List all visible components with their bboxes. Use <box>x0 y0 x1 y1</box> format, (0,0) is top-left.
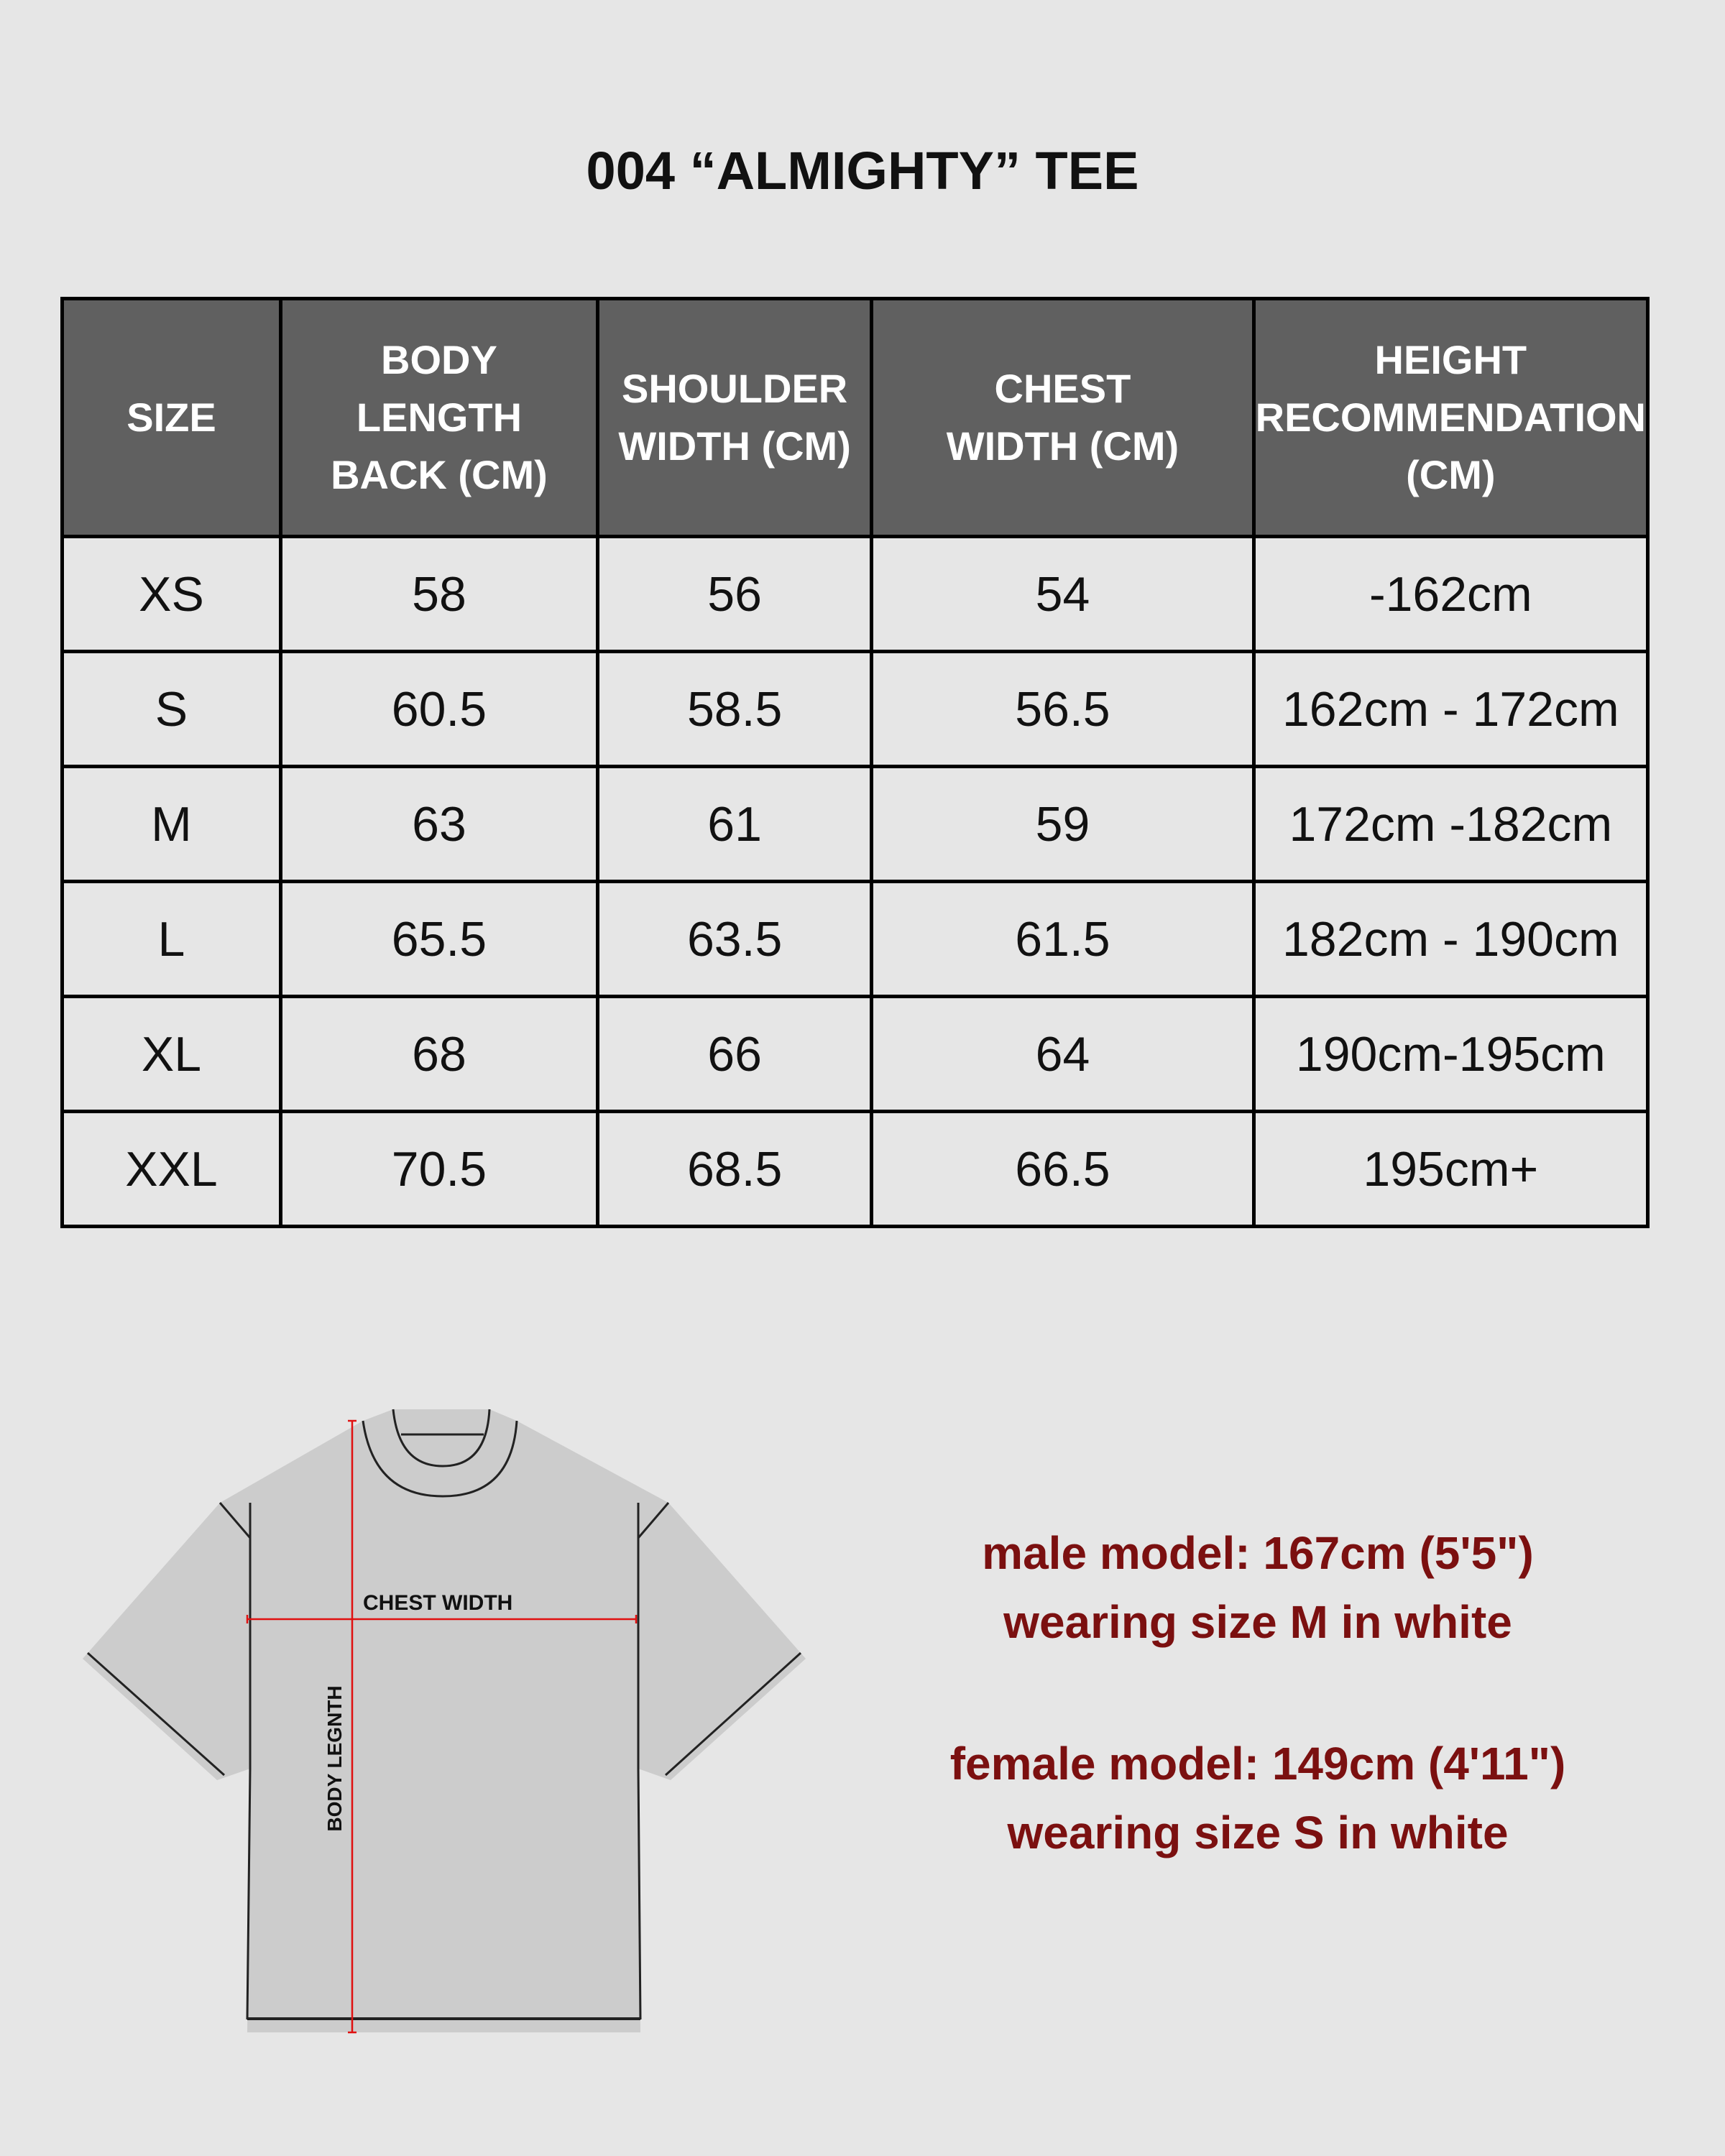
cell-body-length: 68 <box>278 995 599 1113</box>
header-chest-width: CHEST WIDTH (CM) <box>870 297 1256 538</box>
cell-height-recommendation: 190cm-195cm <box>1251 995 1650 1113</box>
cell-size: M <box>60 765 282 883</box>
cell-chest-width: 64 <box>870 995 1256 1113</box>
table-row: L 65.5 63.5 61.5 182cm - 190cm <box>60 880 1650 998</box>
header-shoulder-width: SHOULDER WIDTH (CM) <box>595 297 874 538</box>
cell-chest-width: 54 <box>870 535 1256 653</box>
cell-height-recommendation: 172cm -182cm <box>1251 765 1650 883</box>
female-model-size: wearing size S in white <box>1007 1807 1509 1858</box>
female-model-info: female model: 149cm (4'11") wearing size… <box>862 1729 1653 1867</box>
tshirt-silhouette <box>83 1409 806 2032</box>
cell-size: XXL <box>60 1110 282 1228</box>
female-model-height: female model: 149cm (4'11") <box>949 1738 1566 1789</box>
cell-body-length: 60.5 <box>278 650 599 768</box>
header-height-recommendation: HEIGHT RECOMMENDATION (CM) <box>1251 297 1650 538</box>
male-model-info: male model: 167cm (5'5") wearing size M … <box>862 1519 1653 1657</box>
cell-shoulder-width: 58.5 <box>595 650 874 768</box>
cell-size: XL <box>60 995 282 1113</box>
chest-width-label: CHEST WIDTH <box>363 1591 512 1615</box>
cell-chest-width: 66.5 <box>870 1110 1256 1228</box>
page-title: 004 “ALMIGHTY” TEE <box>586 141 1139 201</box>
cell-height-recommendation: 195cm+ <box>1251 1110 1650 1228</box>
size-chart-table: SIZE BODY LENGTH BACK (CM) SHOULDER WIDT… <box>60 297 1650 1228</box>
cell-chest-width: 56.5 <box>870 650 1256 768</box>
cell-shoulder-width: 68.5 <box>595 1110 874 1228</box>
cell-shoulder-width: 66 <box>595 995 874 1113</box>
header-body-length: BODY LENGTH BACK (CM) <box>278 297 599 538</box>
cell-body-length: 58 <box>278 535 599 653</box>
header-size: SIZE <box>60 297 282 538</box>
cell-height-recommendation: 182cm - 190cm <box>1251 880 1650 998</box>
cell-size: XS <box>60 535 282 653</box>
cell-size: L <box>60 880 282 998</box>
table-row: S 60.5 58.5 56.5 162cm - 172cm <box>60 650 1650 768</box>
cell-body-length: 70.5 <box>278 1110 599 1228</box>
table-row: XXL 70.5 68.5 66.5 195cm+ <box>60 1110 1650 1228</box>
cell-body-length: 63 <box>278 765 599 883</box>
cell-shoulder-width: 63.5 <box>595 880 874 998</box>
tshirt-diagram: CHEST WIDTH BODY LEGNTH <box>83 1409 806 2034</box>
table-row: M 63 61 59 172cm -182cm <box>60 765 1650 883</box>
cell-shoulder-width: 61 <box>595 765 874 883</box>
table-header-row: SIZE BODY LENGTH BACK (CM) SHOULDER WIDT… <box>60 297 1650 538</box>
cell-size: S <box>60 650 282 768</box>
cell-height-recommendation: -162cm <box>1251 535 1650 653</box>
body-length-label: BODY LEGNTH <box>323 1685 346 1831</box>
cell-body-length: 65.5 <box>278 880 599 998</box>
table-row: XL 68 66 64 190cm-195cm <box>60 995 1650 1113</box>
table-row: XS 58 56 54 -162cm <box>60 535 1650 653</box>
male-model-size: wearing size M in white <box>1003 1596 1512 1648</box>
cell-chest-width: 59 <box>870 765 1256 883</box>
cell-height-recommendation: 162cm - 172cm <box>1251 650 1650 768</box>
male-model-height: male model: 167cm (5'5") <box>982 1527 1534 1579</box>
cell-chest-width: 61.5 <box>870 880 1256 998</box>
cell-shoulder-width: 56 <box>595 535 874 653</box>
